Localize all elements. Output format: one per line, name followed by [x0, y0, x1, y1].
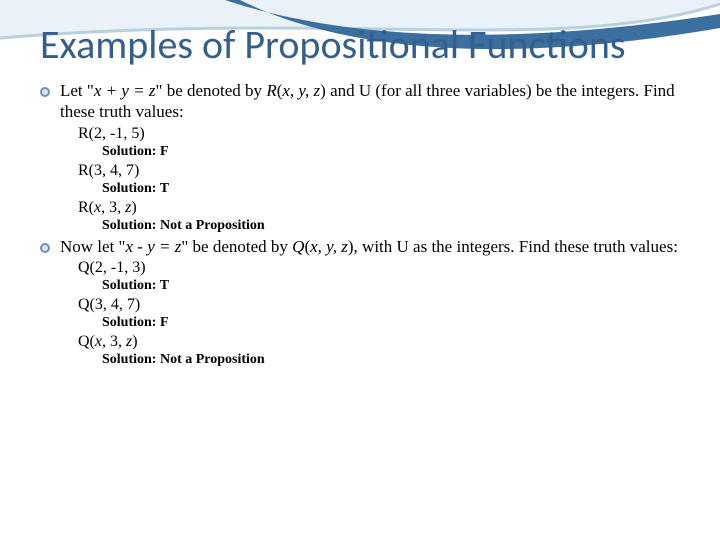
example-expression: Q(x, 3, z) [78, 333, 680, 351]
slide-content: Examples of Propositional Functions Let … [0, 0, 720, 390]
bullet-text: Let "x + y = z" be denoted by R(x, y, z)… [60, 80, 680, 123]
example-solution: Solution: Not a Proposition [102, 352, 680, 368]
example-expression: Q(2, -1, 3) [78, 259, 680, 277]
slide-title: Examples of Propositional Functions [40, 24, 680, 66]
example-expression: R(3, 4, 7) [78, 162, 680, 180]
example-solution: Solution: T [102, 278, 680, 294]
bullet-text: Now let "x - y = z" be denoted by Q(x, y… [60, 236, 680, 257]
example-solution: Solution: F [102, 144, 680, 160]
example-solution: Solution: T [102, 181, 680, 197]
bullet-item: Now let "x - y = z" be denoted by Q(x, y… [40, 236, 680, 257]
bullet-icon [40, 87, 50, 97]
example-expression: R(2, -1, 5) [78, 125, 680, 143]
bullet-icon [40, 243, 50, 253]
example-solution: Solution: Not a Proposition [102, 218, 680, 234]
bullet-item: Let "x + y = z" be denoted by R(x, y, z)… [40, 80, 680, 123]
example-expression: Q(3, 4, 7) [78, 296, 680, 314]
example-solution: Solution: F [102, 315, 680, 331]
bullet-list: Let "x + y = z" be denoted by R(x, y, z)… [40, 80, 680, 368]
example-expression: R(x, 3, z) [78, 199, 680, 217]
